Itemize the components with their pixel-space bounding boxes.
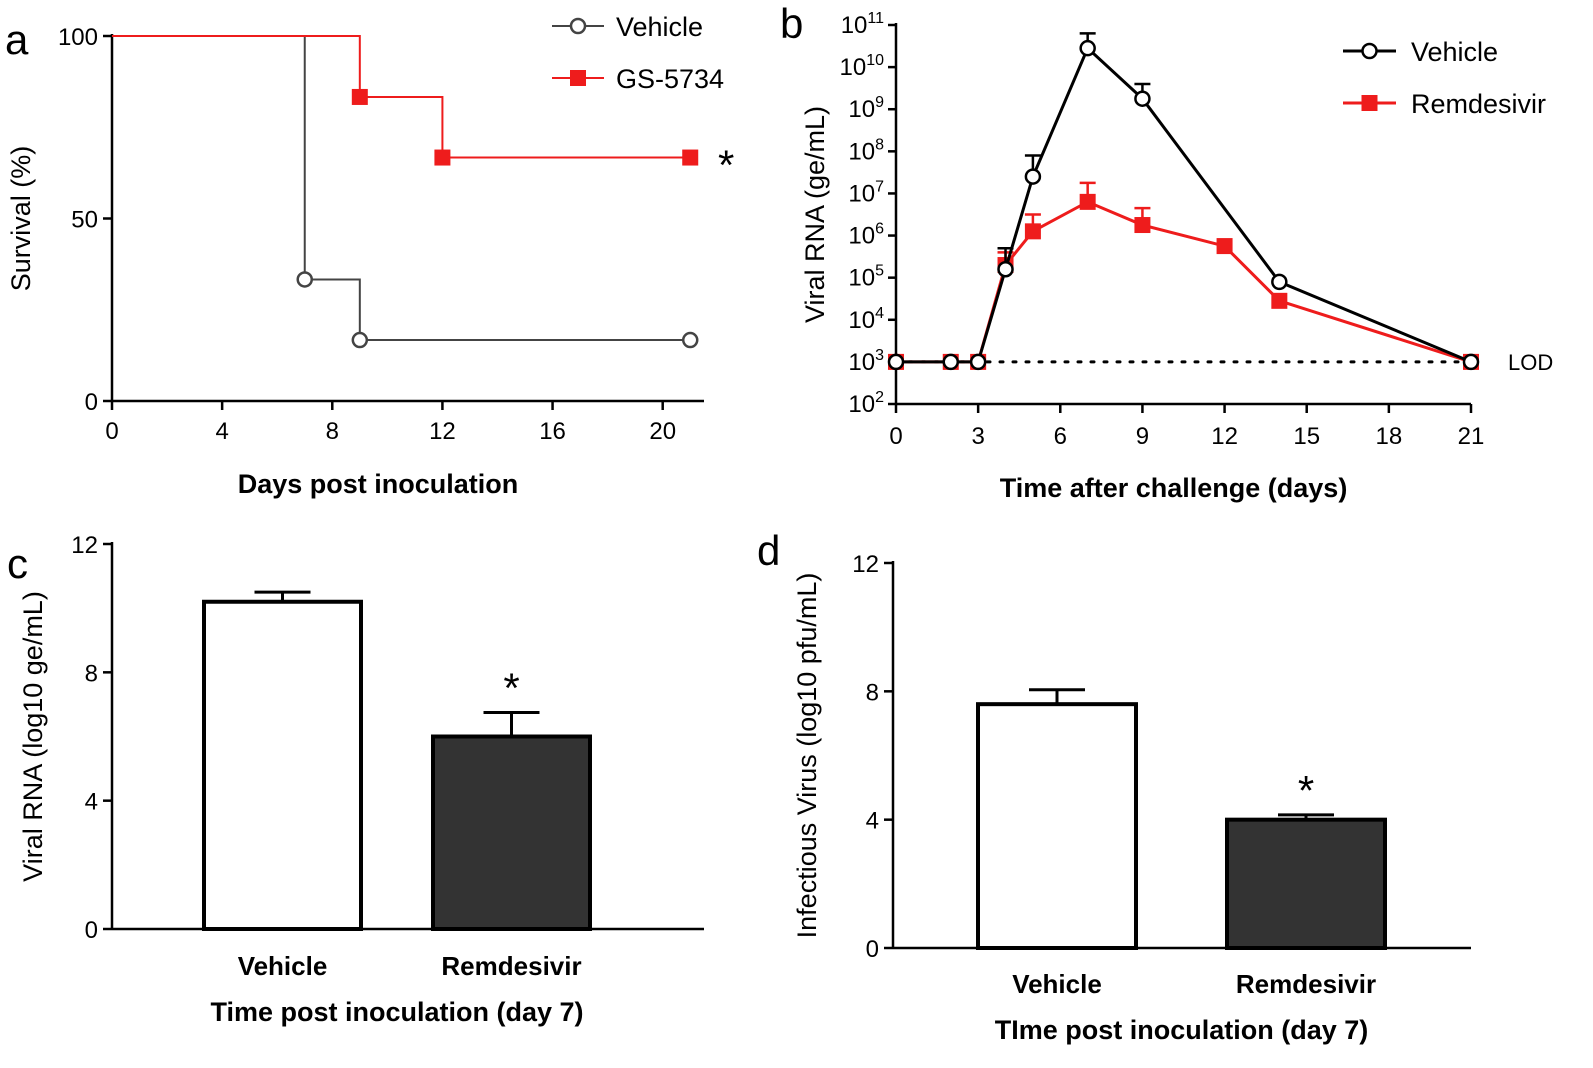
data-point-remdesivir xyxy=(1271,292,1288,309)
data-point-vehicle xyxy=(1024,168,1042,185)
y-tick-label: 105 xyxy=(848,263,884,292)
series-line-remdesivir xyxy=(896,200,1472,364)
legend-label: Vehicle xyxy=(1411,37,1498,67)
y-tick-label: 50 xyxy=(71,207,98,234)
data-point-vehicle xyxy=(296,271,313,288)
data-point-vehicle xyxy=(887,353,905,371)
y-tick-label: 12 xyxy=(852,551,879,578)
x-axis-title: Time after challenge (days) xyxy=(1000,473,1348,503)
y-tick-label: 4 xyxy=(85,789,98,816)
x-tick-label: 6 xyxy=(1054,423,1067,450)
legend-marker-vehicle xyxy=(1361,42,1378,60)
x-category-label: Vehicle xyxy=(1012,969,1102,999)
data-point-vehicle xyxy=(1462,353,1480,371)
y-axis-title: Viral RNA (ge/mL) xyxy=(800,106,830,323)
x-axis-title: Time post inoculation (day 7) xyxy=(210,997,583,1027)
y-tick-label: 102 xyxy=(848,389,884,418)
bar-remdesivir xyxy=(1225,817,1387,951)
x-tick-label: 18 xyxy=(1376,423,1403,450)
x-tick-label: 15 xyxy=(1293,423,1320,450)
bar-vehicle xyxy=(976,702,1138,951)
data-point-remdesivir xyxy=(1216,238,1233,255)
x-tick-label: 0 xyxy=(105,418,118,445)
data-point-remdesivir xyxy=(1134,217,1151,234)
panel-b-letter: b xyxy=(780,0,803,47)
data-point-vehicle xyxy=(1271,273,1288,291)
x-axis-title: Days post inoculation xyxy=(238,469,519,499)
x-tick-label: 12 xyxy=(1211,423,1238,450)
data-point-vehicle xyxy=(969,353,987,371)
y-tick-label: 0 xyxy=(85,389,98,416)
x-tick-label: 12 xyxy=(429,418,456,445)
legend-marker-remdesivir xyxy=(1361,95,1378,111)
panel-c-viral-rna-bars: c 0 4 8 12 Vehicle Remdesivir * Time post inocu… xyxy=(7,532,704,1027)
y-axis-title: Survival (%) xyxy=(6,146,36,292)
x-tick-label: 0 xyxy=(889,423,902,450)
data-point-gs-5734 xyxy=(351,88,368,105)
bar-remdesivir xyxy=(431,734,592,931)
y-tick-label: 0 xyxy=(866,936,879,963)
data-point-vehicle xyxy=(997,260,1014,278)
x-tick-label: 16 xyxy=(539,418,566,445)
y-tick-label: 103 xyxy=(848,347,884,376)
data-point-vehicle xyxy=(351,331,369,349)
legend-label: Vehicle xyxy=(616,12,703,42)
y-tick-label: 0 xyxy=(85,917,98,944)
data-point-remdesivir xyxy=(1024,223,1041,240)
panel-b-viral-rna-timecourse: b 102 103 104 105 106 107 108 109 1010 1011 0 3 6 9 12… xyxy=(780,0,1553,503)
significance-star: * xyxy=(718,142,734,189)
significance-star: * xyxy=(1298,767,1314,814)
legend-marker-vehicle xyxy=(569,17,587,35)
series-line-gs-5734 xyxy=(112,35,691,159)
panel-a-letter: a xyxy=(5,16,29,63)
panel-d-infectious-virus-bars: d 0 4 8 12 Vehicle Remdesivir * TIme post inocu… xyxy=(757,527,1471,1045)
data-point-vehicle xyxy=(942,353,960,371)
data-point-vehicle xyxy=(1079,39,1096,57)
lod-label: LOD xyxy=(1508,350,1553,375)
y-tick-label: 106 xyxy=(848,221,884,250)
y-tick-label: 8 xyxy=(866,679,879,706)
data-point-gs-5734 xyxy=(434,149,451,166)
series-line-vehicle xyxy=(896,45,1472,364)
data-point-remdesivir xyxy=(1079,193,1096,210)
significance-star: * xyxy=(503,664,519,711)
x-tick-label: 3 xyxy=(971,423,984,450)
x-tick-label: 20 xyxy=(649,418,676,445)
y-tick-label: 104 xyxy=(848,305,884,334)
y-tick-label: 8 xyxy=(85,660,98,687)
y-axis-title: Infectious Virus (log10 pfu/mL) xyxy=(792,573,822,939)
x-category-label: Vehicle xyxy=(238,951,328,981)
x-category-label: Remdesivir xyxy=(441,951,581,981)
y-tick-label: 109 xyxy=(848,94,884,123)
y-axis-title: Viral RNA (log10 ge/mL) xyxy=(18,591,48,882)
data-point-vehicle xyxy=(681,331,699,349)
x-tick-label: 9 xyxy=(1136,423,1149,450)
panel-c-letter: c xyxy=(7,540,28,587)
x-tick-label: 4 xyxy=(215,418,228,445)
y-tick-label: 107 xyxy=(848,178,884,207)
y-tick-label: 4 xyxy=(866,808,879,835)
x-category-label: Remdesivir xyxy=(1236,969,1376,999)
x-axis-title: TIme post inoculation (day 7) xyxy=(995,1015,1369,1045)
y-tick-label: 1010 xyxy=(840,52,885,81)
panel-a-survival-chart: a 0 50 100 0 4 8 12 16 20 Days post inoculation Su… xyxy=(5,12,734,499)
legend-label: Remdesivir xyxy=(1411,89,1546,119)
y-tick-label: 1011 xyxy=(841,10,884,39)
data-point-gs-5734 xyxy=(682,149,699,166)
y-tick-label: 12 xyxy=(71,532,98,559)
bar-vehicle xyxy=(202,599,363,931)
legend-marker-gs-5734 xyxy=(570,70,586,86)
x-tick-label: 8 xyxy=(326,418,339,445)
y-tick-label: 108 xyxy=(848,136,884,165)
legend-label: GS-5734 xyxy=(616,64,724,94)
panel-d-letter: d xyxy=(757,527,780,574)
x-tick-label: 21 xyxy=(1458,423,1485,450)
y-tick-label: 100 xyxy=(58,24,98,51)
data-point-vehicle xyxy=(1134,90,1151,107)
series-line-vehicle xyxy=(112,35,691,342)
